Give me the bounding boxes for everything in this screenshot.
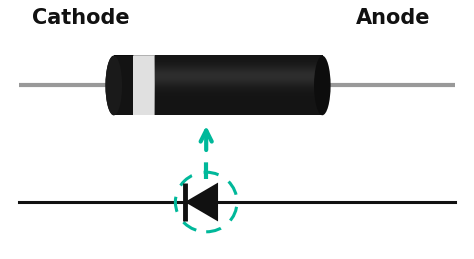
Text: Anode: Anode: [356, 8, 431, 28]
Text: Cathode: Cathode: [32, 8, 129, 28]
Bar: [114, 56, 133, 115]
Polygon shape: [185, 183, 218, 221]
Bar: [133, 56, 154, 115]
Ellipse shape: [105, 56, 122, 115]
Ellipse shape: [314, 56, 331, 115]
Ellipse shape: [105, 56, 122, 115]
